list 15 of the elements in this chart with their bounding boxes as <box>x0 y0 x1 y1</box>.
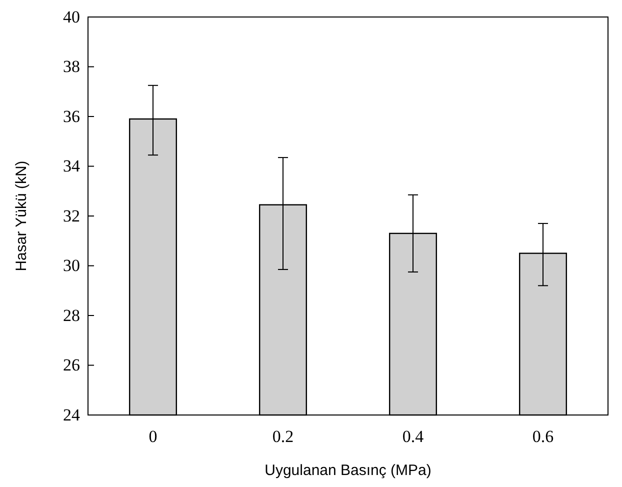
x-axis-title: Uygulanan Basınç (MPa) <box>264 462 432 479</box>
y-tick-label: 34 <box>63 156 80 176</box>
x-tick-label: 0.2 <box>272 426 294 446</box>
y-axis-title: Hasar Yükü (kN) <box>13 160 30 272</box>
y-tick-label: 38 <box>63 57 80 76</box>
x-tick-label: 0.6 <box>532 426 554 446</box>
y-tick-label: 24 <box>63 405 80 424</box>
x-tick-label: 0 <box>148 426 158 446</box>
y-tick-label: 36 <box>63 106 80 126</box>
x-tick-label: 0.4 <box>402 426 424 446</box>
y-tick-label: 32 <box>63 206 80 226</box>
y-tick-label: 28 <box>63 306 80 325</box>
y-tick-label: 40 <box>63 7 80 26</box>
y-tick-label: 26 <box>63 356 80 375</box>
y-tick-label: 30 <box>63 256 80 276</box>
